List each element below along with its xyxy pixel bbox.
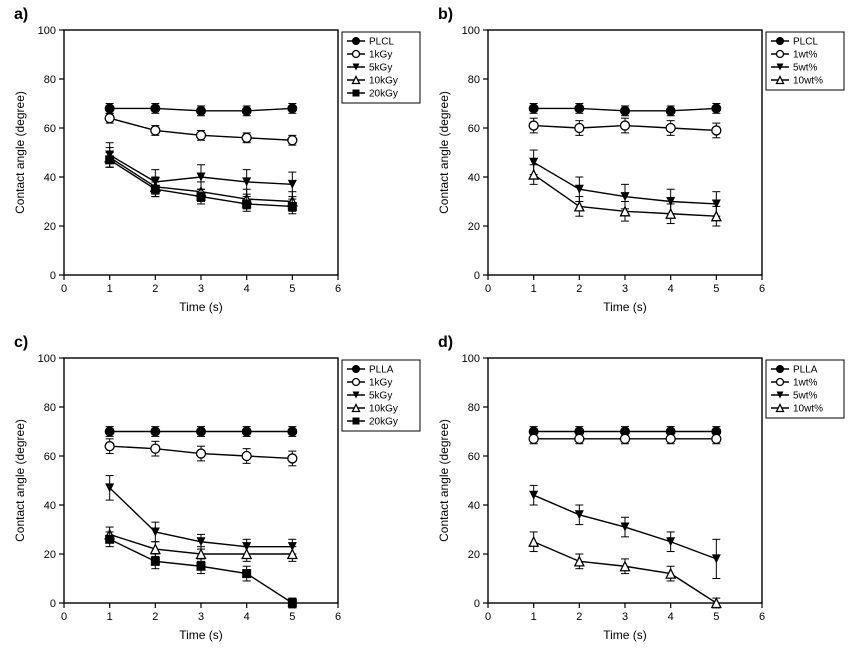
svg-text:6: 6 <box>335 283 341 295</box>
svg-text:4: 4 <box>244 611 250 623</box>
svg-text:5: 5 <box>713 283 719 295</box>
svg-text:6: 6 <box>759 283 765 295</box>
svg-text:1: 1 <box>107 283 113 295</box>
svg-text:1: 1 <box>107 611 113 623</box>
svg-text:0: 0 <box>50 598 56 610</box>
svg-text:5wt%: 5wt% <box>793 390 818 401</box>
svg-text:1kGy: 1kGy <box>369 50 392 61</box>
panel-d-label: d) <box>438 334 453 352</box>
svg-text:3: 3 <box>198 283 204 295</box>
svg-text:0: 0 <box>61 283 67 295</box>
svg-text:Contact angle (degree): Contact angle (degree) <box>437 91 451 214</box>
svg-text:1: 1 <box>531 611 537 623</box>
svg-text:3: 3 <box>622 283 628 295</box>
svg-text:5: 5 <box>289 283 295 295</box>
svg-text:80: 80 <box>44 74 56 86</box>
svg-text:10wt%: 10wt% <box>793 403 823 414</box>
svg-text:1: 1 <box>531 283 537 295</box>
svg-text:100: 100 <box>462 25 480 37</box>
svg-text:2: 2 <box>152 283 158 295</box>
svg-text:Time (s): Time (s) <box>179 628 223 642</box>
panel-d: d) 0123456020406080100Time (s)Contact an… <box>424 328 848 655</box>
svg-text:20: 20 <box>468 221 480 233</box>
svg-text:5: 5 <box>713 611 719 623</box>
svg-text:5wt%: 5wt% <box>793 63 818 74</box>
svg-text:4: 4 <box>668 611 674 623</box>
svg-text:0: 0 <box>474 598 480 610</box>
svg-text:PLLA: PLLA <box>793 364 818 375</box>
panel-b: b) 0123456020406080100Time (s)Contact an… <box>424 0 848 328</box>
svg-text:0: 0 <box>474 270 480 282</box>
svg-text:Contact angle (degree): Contact angle (degree) <box>437 419 451 542</box>
svg-text:40: 40 <box>44 172 56 184</box>
svg-text:100: 100 <box>462 353 480 365</box>
svg-text:0: 0 <box>50 270 56 282</box>
chart-a: 0123456020406080100Time (s)Contact angle… <box>0 0 424 327</box>
svg-text:80: 80 <box>44 402 56 414</box>
svg-text:20kGy: 20kGy <box>369 89 398 100</box>
svg-text:2: 2 <box>576 283 582 295</box>
svg-text:10kGy: 10kGy <box>369 76 398 87</box>
svg-text:Time (s): Time (s) <box>603 300 647 314</box>
chart-c: 0123456020406080100Time (s)Contact angle… <box>0 328 424 655</box>
svg-text:0: 0 <box>61 611 67 623</box>
svg-text:20kGy: 20kGy <box>369 416 398 427</box>
svg-text:60: 60 <box>44 123 56 135</box>
svg-text:1kGy: 1kGy <box>369 377 392 388</box>
panel-b-label: b) <box>438 6 453 24</box>
svg-text:20: 20 <box>468 549 480 561</box>
svg-text:Time (s): Time (s) <box>179 300 223 314</box>
panel-c-label: c) <box>14 334 28 352</box>
chart-b: 0123456020406080100Time (s)Contact angle… <box>424 0 848 327</box>
svg-text:PLCL: PLCL <box>369 37 394 48</box>
svg-text:60: 60 <box>44 451 56 463</box>
chart-d: 0123456020406080100Time (s)Contact angle… <box>424 328 848 655</box>
svg-text:10kGy: 10kGy <box>369 403 398 414</box>
svg-text:3: 3 <box>622 611 628 623</box>
svg-text:60: 60 <box>468 451 480 463</box>
svg-text:5kGy: 5kGy <box>369 63 392 74</box>
svg-text:Contact angle (degree): Contact angle (degree) <box>13 419 27 542</box>
svg-text:2: 2 <box>576 611 582 623</box>
svg-text:6: 6 <box>335 611 341 623</box>
svg-text:Time (s): Time (s) <box>603 628 647 642</box>
svg-text:80: 80 <box>468 74 480 86</box>
svg-text:3: 3 <box>198 611 204 623</box>
svg-text:60: 60 <box>468 123 480 135</box>
svg-text:5kGy: 5kGy <box>369 390 392 401</box>
panel-a: a) 0123456020406080100Time (s)Contact an… <box>0 0 424 328</box>
svg-text:40: 40 <box>468 500 480 512</box>
svg-text:10wt%: 10wt% <box>793 76 823 87</box>
svg-text:5: 5 <box>289 611 295 623</box>
svg-text:PLLA: PLLA <box>369 364 394 375</box>
svg-text:20: 20 <box>44 221 56 233</box>
svg-text:100: 100 <box>38 353 56 365</box>
svg-text:Contact angle (degree): Contact angle (degree) <box>13 91 27 214</box>
svg-text:2: 2 <box>152 611 158 623</box>
panel-a-label: a) <box>14 6 28 24</box>
svg-text:6: 6 <box>759 611 765 623</box>
svg-text:4: 4 <box>668 283 674 295</box>
svg-text:40: 40 <box>468 172 480 184</box>
svg-text:80: 80 <box>468 402 480 414</box>
svg-text:100: 100 <box>38 25 56 37</box>
svg-text:40: 40 <box>44 500 56 512</box>
svg-text:1wt%: 1wt% <box>793 377 818 388</box>
svg-text:PLCL: PLCL <box>793 37 818 48</box>
svg-text:20: 20 <box>44 549 56 561</box>
svg-text:4: 4 <box>244 283 250 295</box>
svg-text:0: 0 <box>485 283 491 295</box>
figure-grid: a) 0123456020406080100Time (s)Contact an… <box>0 0 848 655</box>
svg-text:1wt%: 1wt% <box>793 50 818 61</box>
panel-c: c) 0123456020406080100Time (s)Contact an… <box>0 328 424 655</box>
svg-text:0: 0 <box>485 611 491 623</box>
